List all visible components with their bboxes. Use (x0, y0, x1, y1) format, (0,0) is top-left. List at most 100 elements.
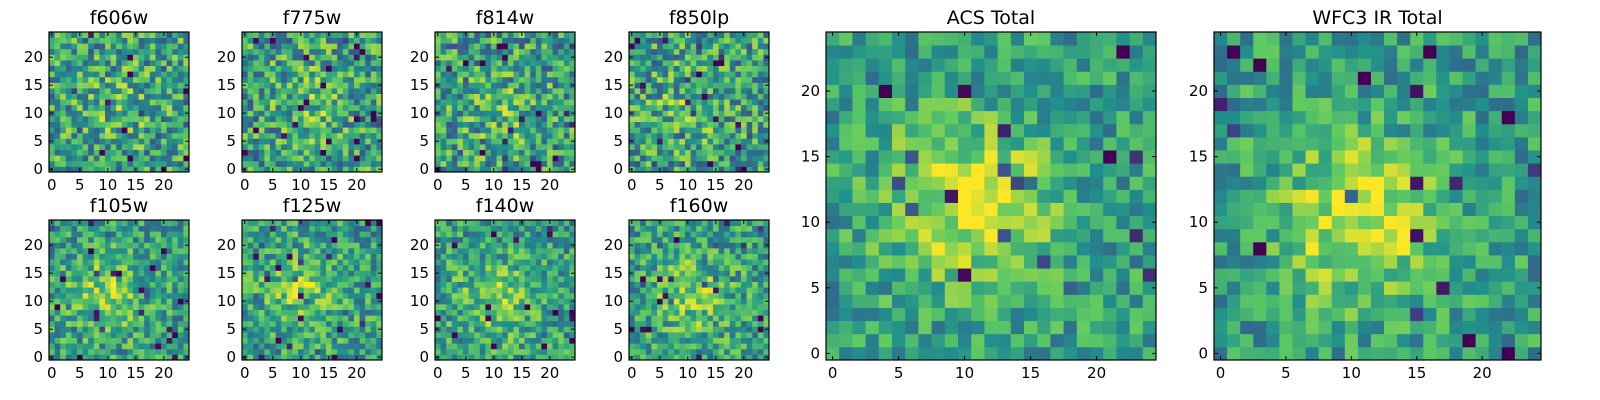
heatmap-cell (60, 354, 67, 361)
heatmap-cell (634, 93, 641, 100)
heatmap-cell (718, 121, 725, 128)
heatmap-cell (342, 225, 349, 232)
heatmap-cell (741, 287, 747, 294)
heatmap-cell (451, 37, 458, 44)
heatmap-cell (348, 348, 355, 355)
heatmap-cell (535, 65, 542, 72)
heatmap-cell (530, 76, 537, 83)
heatmap-cell (640, 48, 647, 55)
heatmap-cell (144, 304, 151, 310)
heatmap-cell (746, 287, 753, 294)
heatmap-cell (253, 354, 260, 361)
heatmap-cell (365, 354, 372, 361)
heatmap-cell (701, 110, 708, 117)
heatmap-cell (65, 127, 72, 134)
x-tick-label: 20 (734, 176, 753, 194)
heatmap-cell (668, 281, 675, 288)
heatmap-cell (71, 281, 78, 288)
heatmap-cell (342, 149, 349, 156)
heatmap-cell (183, 220, 190, 226)
heatmap-cell (435, 236, 441, 243)
heatmap-cell (144, 315, 151, 322)
heatmap-cell (569, 287, 576, 294)
heatmap-cell (563, 160, 570, 167)
heatmap-cell (552, 104, 559, 111)
heatmap-cell (77, 104, 83, 111)
heatmap-cell (105, 242, 111, 249)
heatmap-cell (651, 315, 658, 322)
heatmap-cell (149, 149, 156, 156)
heatmap-cell (468, 236, 475, 243)
heatmap-cell (530, 48, 537, 55)
heatmap-cell (303, 71, 310, 78)
heatmap-cell (99, 121, 106, 128)
heatmap-cell (275, 326, 282, 333)
heatmap-cell (535, 242, 542, 249)
heatmap-cell (757, 160, 764, 167)
heatmap-cell (696, 43, 703, 50)
heatmap-cell (524, 166, 531, 173)
heatmap-cell (161, 236, 167, 243)
y-tick-label: 20 (24, 236, 43, 254)
heatmap-cell (696, 138, 703, 145)
heatmap-cell (309, 337, 316, 344)
heatmap-cell (634, 99, 641, 106)
heatmap-cell (701, 116, 708, 122)
heatmap-cell (718, 354, 725, 361)
heatmap-cell (286, 298, 293, 305)
heatmap-cell (320, 132, 327, 139)
heatmap-cell (496, 166, 503, 173)
heatmap-cell (496, 37, 503, 44)
heatmap-cell (127, 259, 134, 266)
heatmap-cell (718, 43, 725, 50)
heatmap-cell (679, 127, 686, 134)
heatmap-cell (65, 276, 72, 282)
heatmap-cell (651, 326, 658, 333)
heatmap-cell (337, 248, 344, 254)
heatmap-cell (320, 253, 327, 260)
heatmap-cell (54, 315, 61, 322)
heatmap-cell (110, 236, 117, 243)
heatmap-cell (376, 259, 383, 266)
heatmap-cell (713, 65, 719, 72)
heatmap-cell (690, 292, 697, 299)
heatmap-cell (82, 110, 89, 117)
heatmap-cell (77, 149, 83, 156)
heatmap-cell (365, 104, 372, 111)
heatmap-cell (110, 127, 117, 134)
heatmap-cell (144, 160, 151, 167)
heatmap-cell (138, 287, 145, 294)
heatmap-cell (507, 121, 514, 128)
heatmap-cell (127, 287, 134, 294)
heatmap-cell (161, 155, 167, 162)
heatmap-cell (82, 65, 89, 72)
heatmap-cell (519, 242, 525, 249)
heatmap-cell (552, 149, 559, 156)
heatmap-cell (275, 65, 282, 72)
heatmap-cell (286, 354, 293, 361)
heatmap-cell (161, 264, 167, 271)
heatmap-cell (116, 160, 123, 167)
heatmap-cell (359, 132, 366, 139)
heatmap-cell (93, 104, 100, 111)
heatmap-cell (752, 88, 759, 94)
heatmap-cell (365, 48, 372, 55)
heatmap-cell (93, 281, 100, 288)
heatmap-cell (258, 88, 265, 94)
heatmap-cell (247, 236, 254, 243)
heatmap-cell (679, 71, 686, 78)
heatmap-cell (337, 76, 344, 83)
x-tick-label: 10 (291, 176, 310, 194)
heatmap-cell (281, 231, 288, 238)
heatmap-cell (264, 121, 271, 128)
heatmap-cell (479, 326, 486, 333)
heatmap-cell (337, 121, 344, 128)
heatmap-cell (763, 320, 770, 327)
heatmap-cell (713, 160, 719, 167)
heatmap-cell (752, 110, 759, 117)
heatmap-cell (535, 37, 542, 44)
heatmap-cell (679, 65, 686, 72)
heatmap-cell (110, 65, 117, 72)
heatmap-cell (513, 43, 520, 50)
heatmap-cell (116, 281, 123, 288)
